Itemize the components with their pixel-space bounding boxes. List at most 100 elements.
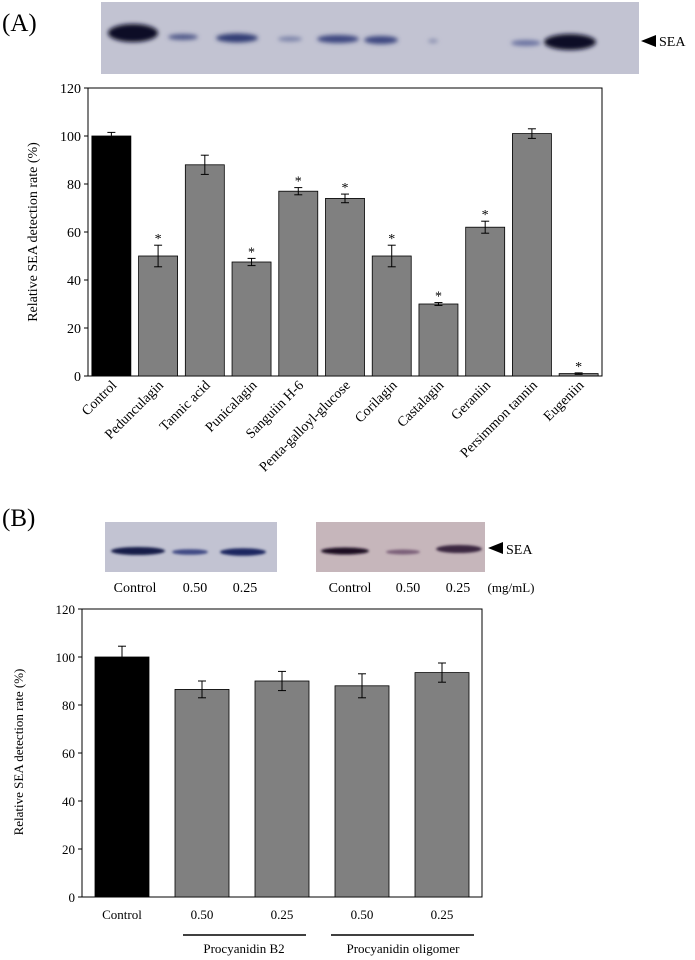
chartB-ytick-label: 120 (56, 602, 76, 617)
chartA-significance-star-8: * (435, 290, 442, 305)
chart-b-error-bars (118, 645, 446, 699)
chartA-xtick-label-7: Corilagin (353, 378, 401, 426)
chart-b-ylabel: Relative SEA detection rate (%) (11, 669, 26, 836)
chartA-bar-5 (278, 190, 319, 377)
panel-a-label: (A) (2, 10, 37, 37)
chartA-errorbar-11 (574, 372, 583, 375)
blot-b1-lane-1: Control (114, 581, 157, 596)
chartB-ytick-label: 20 (62, 842, 75, 857)
chartB-bar-5 (414, 672, 470, 898)
chartA-xtick-label-6: Penta-galloyl-glucose (257, 378, 354, 475)
chartB-xtick-label-2: 0.50 (191, 907, 214, 922)
blot-b1-band-1 (111, 547, 165, 555)
blot-b2-band-3 (436, 545, 482, 553)
blot-b2-lane-2: 0.50 (396, 581, 421, 596)
chartA-errorbar-10 (527, 128, 536, 139)
blot-b1: Control 0.50 0.25 (105, 522, 277, 596)
chartB-bar-1 (94, 656, 150, 898)
chartB-ytick-label: 40 (62, 794, 75, 809)
chartA-significance-star-5: * (295, 175, 302, 190)
blot-b1-lane-2: 0.50 (183, 581, 208, 596)
chartA-xtick-label-11: Eugeniin (541, 378, 587, 424)
chartA-ytick-label: 80 (67, 178, 81, 193)
chartB-xtick-label-3: 0.25 (271, 907, 294, 922)
chartB-xtick-label-5: 0.25 (431, 907, 454, 922)
chartB-ytick-label: 0 (69, 890, 76, 905)
blot-b1-lane-3: 0.25 (233, 581, 258, 596)
chartA-bar-8 (418, 303, 459, 377)
chartA-bar-9 (465, 226, 506, 377)
chartA-ytick-label: 60 (67, 226, 81, 241)
chartA-errorbar-3 (200, 154, 209, 175)
chart-a-ylabel: Relative SEA detection rate (%) (26, 142, 41, 322)
chartB-errorbar-2 (198, 680, 206, 699)
chartA-bar-6 (325, 197, 365, 377)
chartA-xtick-label-9: Geraniin (449, 378, 494, 423)
chartA-bar-3 (184, 164, 225, 377)
chartB-errorbar-4 (358, 673, 366, 699)
chartB-xtick-label-4: 0.50 (351, 907, 374, 922)
blot-b2-unit: (mg/mL) (488, 580, 535, 595)
chartA-significance-star-11: * (575, 360, 582, 375)
chartA-bar-2 (138, 255, 178, 377)
chartA-bar-1 (91, 135, 132, 377)
chartA-significance-star-7: * (388, 232, 395, 247)
chartA-significance-star-6: * (342, 181, 349, 196)
chartB-errorbar-5 (438, 662, 446, 683)
blot-a-band-6 (364, 36, 398, 44)
chartB-ytick-label: 80 (62, 698, 75, 713)
chartA-errorbar-9 (481, 220, 490, 234)
blot-a-band-9 (544, 34, 596, 50)
chartA-ytick-label: 0 (74, 370, 81, 385)
chartA-errorbar-4 (247, 257, 256, 267)
panel-b-label: (B) (2, 505, 35, 532)
blot-a-band-8 (511, 40, 541, 46)
chartA-ytick-label: 100 (60, 130, 81, 145)
chartB-bar-2 (174, 689, 230, 898)
chartB-xtick-label-1: Control (102, 907, 142, 922)
blot-b2-band-2 (386, 549, 420, 555)
chart-a-bars (91, 133, 599, 377)
blot-b2-sea-label: SEA (506, 543, 533, 558)
blot-b2-band-1 (321, 547, 369, 555)
chartA-errorbar-8 (434, 302, 443, 306)
chartA-errorbar-5 (294, 187, 303, 196)
blot-a-band-7 (428, 39, 438, 43)
chartA-bar-7 (371, 255, 412, 377)
chartA-errorbar-6 (341, 193, 349, 204)
chartA-significance-star-9: * (482, 208, 489, 223)
chartB-ytick-label: 60 (62, 746, 75, 761)
chart-b-y-axis: 0 20 40 60 80 100 120 (56, 602, 82, 905)
chartA-errorbar-2 (154, 244, 163, 268)
chartA-ytick-label: 20 (67, 322, 81, 337)
chartA-significance-star-2: * (155, 232, 162, 247)
blot-b2-lane-1: Control (329, 581, 372, 596)
chartA-xtick-label-8: Castalagin (395, 378, 447, 430)
chart-b: Relative SEA detection rate (%) 0 20 40 60 8… (11, 602, 483, 956)
blot-a-band-5 (317, 35, 359, 43)
blot-b2-arrow-icon (488, 542, 503, 554)
chartA-bar-4 (231, 261, 272, 377)
blot-a-band-3 (216, 33, 258, 43)
chartB-bar-4 (334, 685, 390, 898)
chart-b-bars (94, 656, 470, 898)
chartA-ytick-label: 120 (60, 82, 81, 97)
chartA-errorbar-7 (387, 244, 396, 268)
chartA-errorbar-1 (107, 131, 116, 141)
chartB-errorbar-1 (118, 645, 126, 669)
chart-a-significance: * * * * * * * * (155, 175, 583, 375)
blot-b1-band-3 (220, 548, 266, 556)
chart-a-error-bars (107, 128, 583, 375)
chartA-ytick-label: 40 (67, 274, 81, 289)
chartB-errorbar-3 (278, 670, 286, 692)
chartB-ytick-label: 100 (56, 650, 76, 665)
chart-a-y-axis: 0 20 40 60 80 100 120 (60, 82, 88, 385)
chartA-xtick-label-1: Control (79, 378, 120, 419)
blot-a-band-4 (278, 36, 302, 42)
group-2-label: Procyanidin oligomer (346, 941, 460, 956)
chartB-bar-3 (254, 680, 310, 898)
blot-b1-band-2 (172, 549, 208, 555)
blot-b2-lane-3: 0.25 (446, 581, 471, 596)
